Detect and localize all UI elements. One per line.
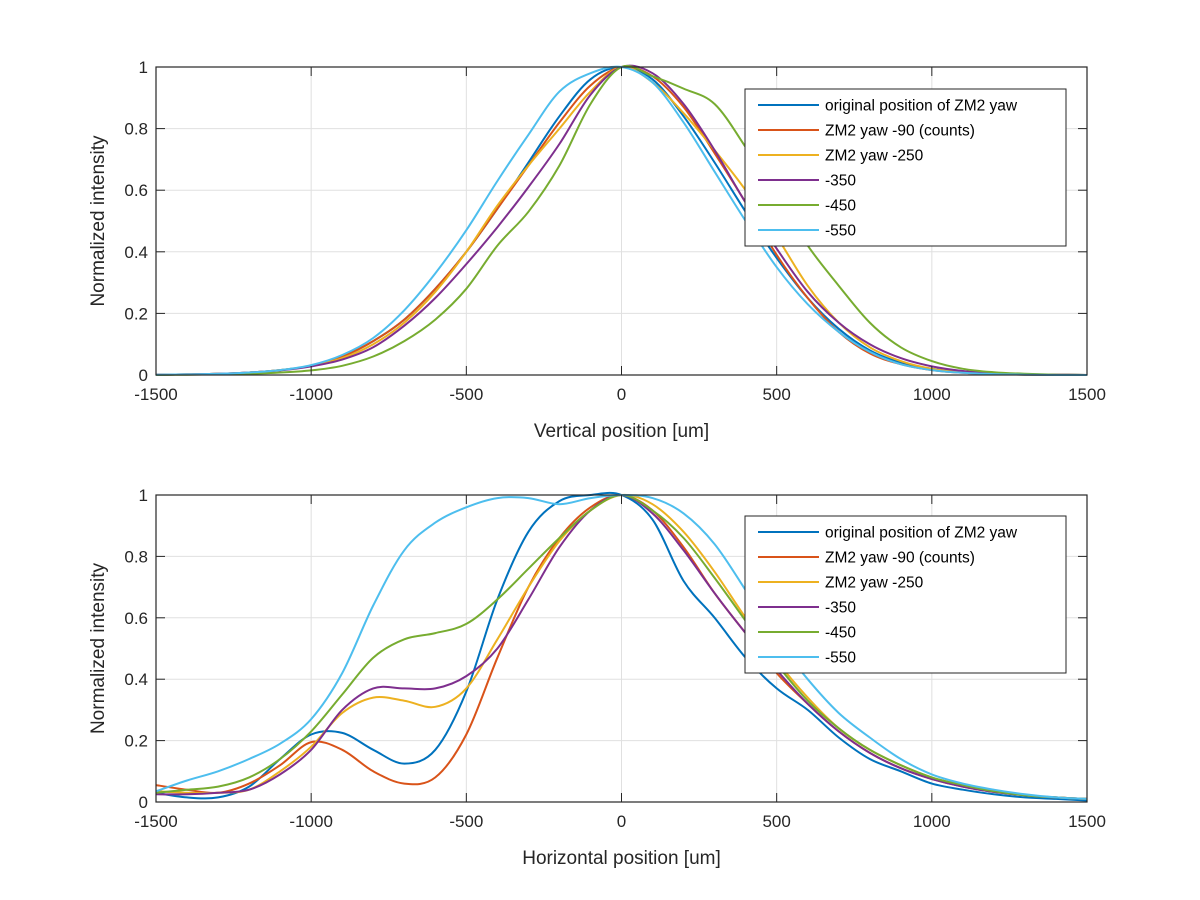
y-tick-label: 0.8 (124, 120, 148, 139)
x-tick-label: -1000 (289, 812, 332, 831)
x-tick-label: -1500 (134, 812, 177, 831)
legend-entry-label: -550 (825, 650, 856, 667)
legend-box (744, 515, 1067, 674)
y-tick-label: 0.8 (124, 547, 148, 566)
legend-entry-label: ZM2 yaw -90 (counts) (825, 123, 975, 140)
x-tick-label: -500 (449, 812, 483, 831)
y-tick-label: 0 (139, 366, 148, 385)
x-tick-label: 1500 (1068, 812, 1106, 831)
x-axis-label: Vertical position [um] (534, 421, 709, 442)
legend-box (744, 88, 1067, 247)
top-plot-vertical: -1500 -1000 -500 0 500 1000 1500 0 0.2 0.4 0.6 0.8 1… (88, 58, 1106, 442)
legend-entry-label: ZM2 yaw -250 (825, 148, 924, 165)
x-tick-label: 500 (762, 812, 790, 831)
y-axis-label: Normalized intensity (88, 135, 109, 307)
legend-entry-label: ZM2 yaw -250 (825, 575, 924, 592)
legend-entry-label: -450 (825, 625, 856, 642)
legend-entry-label: -350 (825, 173, 856, 190)
y-tick-label: 0.6 (124, 181, 148, 200)
y-axis-label: Normalized intensity (88, 562, 109, 734)
x-tick-label: 1000 (913, 385, 951, 404)
x-tick-label: 1000 (913, 812, 951, 831)
legend-entry-label: ZM2 yaw -90 (counts) (825, 550, 975, 567)
x-tick-label: -500 (449, 385, 483, 404)
x-tick-label: 500 (762, 385, 790, 404)
y-tick-label: 0.4 (124, 670, 148, 689)
x-tick-label: 0 (617, 812, 626, 831)
legend-entry-label: original position of ZM2 yaw (825, 98, 1018, 115)
legend: original position of ZM2 yaw ZM2 yaw -90 … (744, 515, 1067, 674)
x-tick-label: 1500 (1068, 385, 1106, 404)
legend: original position of ZM2 yaw ZM2 yaw -90 … (744, 88, 1067, 247)
legend-entry-label: -450 (825, 198, 856, 215)
y-tick-label: 0.2 (124, 732, 148, 751)
x-axis-label: Horizontal position [um] (522, 848, 721, 869)
y-tick-label: 0.4 (124, 243, 148, 262)
legend-entry-label: -550 (825, 223, 856, 240)
x-tick-label: -1000 (289, 385, 332, 404)
y-tick-label: 1 (139, 486, 148, 505)
x-tick-label: 0 (617, 385, 626, 404)
y-tick-label: 0.2 (124, 304, 148, 323)
y-tick-label: 0 (139, 793, 148, 812)
legend-entry-label: -350 (825, 600, 856, 617)
y-tick-label: 0.6 (124, 609, 148, 628)
y-tick-label: 1 (139, 58, 148, 77)
x-tick-label: -1500 (134, 385, 177, 404)
legend-entry-label: original position of ZM2 yaw (825, 525, 1018, 542)
bottom-plot-horizontal: -1500 -1000 -500 0 500 1000 1500 0 0.2 0.4 0.6 0.8 1… (88, 486, 1106, 869)
